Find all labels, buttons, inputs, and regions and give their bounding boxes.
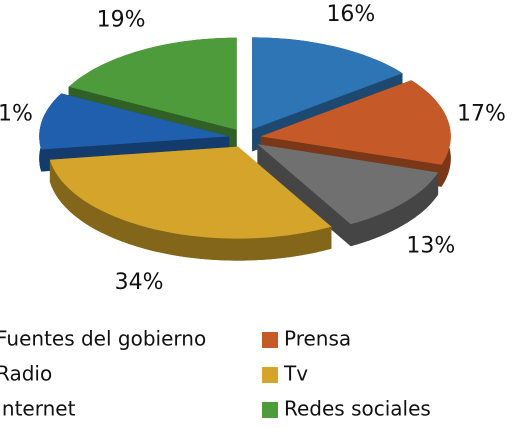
slice [257,144,439,225]
legend-swatch [262,367,278,383]
legend-label: Internet [0,397,76,421]
slice-side [257,144,351,247]
legend-label: Redes sociales [284,397,431,421]
slice-wall [350,172,439,247]
legend-swatch [262,402,278,418]
legend-label: Radio [0,362,52,386]
data-label: 17% [457,102,506,127]
legend-label: Fuentes del gobierno [0,327,206,351]
data-label: 11% [0,102,33,127]
data-label: 19% [97,8,146,33]
data-label: 13% [406,234,455,259]
slice [260,80,451,165]
legend-swatch [262,332,278,348]
data-label: 34% [115,270,164,295]
legend-label: Tv [283,362,308,386]
slice [68,37,237,130]
slice [49,146,332,239]
slice [39,93,230,150]
slice [252,37,403,130]
data-label: 16% [326,2,375,27]
slice-wall [49,159,332,261]
legend-label: Prensa [284,327,351,351]
